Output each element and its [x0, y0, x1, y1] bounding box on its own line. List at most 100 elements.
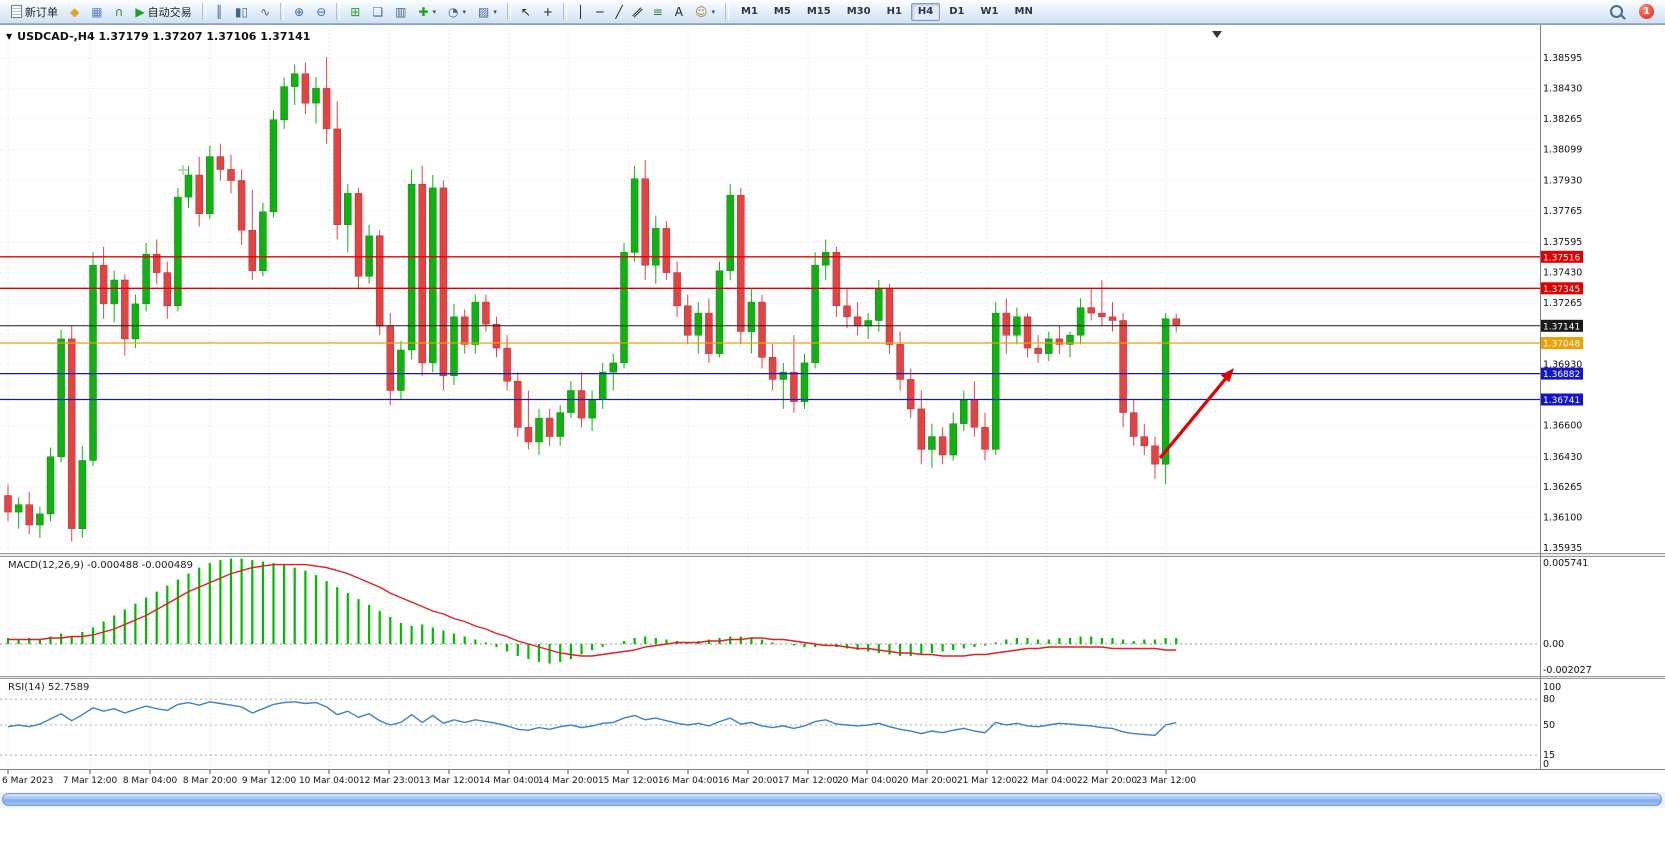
candle-body	[1034, 347, 1042, 354]
price-axis-label: 1.37265	[1543, 298, 1582, 309]
trend-arrow-head[interactable]	[1220, 368, 1234, 383]
price-axis-label: 1.37595	[1543, 237, 1582, 248]
symbol-dropdown-icon[interactable]: ▼	[6, 32, 13, 41]
notification-badge[interactable]: 1	[1639, 4, 1654, 19]
candle-body	[821, 252, 830, 266]
toolbar: 新订单 ◆ ▦ ∩ ▶ 自动交易 ║ ▮▯ ∿ ⊕ ⊖ ⊞ ❏ ▥ ✚ ▾ ◔ ▾ ▨ ▾ ↖ + │ ─ ╱ ∥ ≡ A ☺ ▾ M1 M5…	[0, 0, 1665, 24]
periods-button[interactable]: ◔ ▾	[443, 2, 471, 22]
timeframe-mn-button[interactable]: MN	[1008, 3, 1040, 21]
candle-body	[545, 417, 554, 437]
price-tag-label: 1.37048	[1543, 340, 1580, 350]
support-button[interactable]: ∩	[110, 2, 129, 22]
toolbar-separator	[201, 3, 206, 20]
toolbar-separator	[506, 3, 511, 20]
arrange-windows-button[interactable]: ▥	[390, 2, 411, 22]
chart-window-background	[0, 24, 1665, 810]
search-icon	[1610, 5, 1623, 18]
candle-body	[800, 362, 809, 402]
candle-body	[163, 272, 172, 307]
timeframe-m15-button[interactable]: M15	[800, 3, 838, 21]
candle-body	[131, 303, 140, 340]
cursor-button[interactable]: ↖	[516, 2, 536, 22]
candle-body	[779, 371, 788, 380]
bar-chart-mode-button[interactable]: ║	[211, 2, 228, 22]
new-order-button[interactable]: 新订单	[6, 2, 63, 22]
timeframe-h4-button[interactable]: H4	[910, 2, 941, 21]
candle-body	[1119, 320, 1127, 413]
caret-down-icon: ▾	[493, 7, 497, 16]
trendline-button[interactable]: ╱	[610, 2, 627, 22]
candle-body	[1108, 316, 1117, 321]
indicators-button[interactable]: ✚ ▾	[413, 2, 441, 22]
candle-body	[790, 371, 798, 402]
new-order-icon	[11, 5, 22, 18]
candle-body	[694, 312, 703, 336]
fibonacci-button[interactable]: ≡	[648, 2, 668, 22]
zoom-in-button[interactable]: ⊕	[289, 2, 309, 22]
chart-title-text: USDCAD-,H4 1.37179 1.37207 1.37106 1.371…	[17, 30, 311, 43]
zoom-out-button[interactable]: ⊖	[311, 2, 331, 22]
horizontal-scrollbar[interactable]	[0, 792, 1665, 808]
price-tag-label: 1.36741	[1543, 396, 1580, 406]
panel-separator[interactable]	[0, 676, 1665, 679]
time-axis-label: 20 Mar 20:00	[897, 776, 957, 786]
candlestick-mode-button[interactable]: ▮▯	[230, 2, 253, 22]
market-watch-button[interactable]: ◆	[65, 2, 84, 22]
current-price-tag	[1541, 319, 1583, 332]
time-axis-label: 20 Mar 04:00	[837, 776, 897, 786]
candle-body	[1076, 307, 1085, 336]
panel-separator[interactable]	[0, 553, 1665, 557]
candle-body	[853, 316, 862, 327]
candle-body	[471, 301, 480, 345]
arrows-button[interactable]: ☺ ▾	[690, 2, 720, 22]
toolbar-separator	[280, 3, 285, 20]
crosshair-button[interactable]: +	[538, 2, 558, 22]
price-axis-label: 1.37930	[1543, 176, 1582, 187]
scrollbar-thumb[interactable]	[2, 793, 1662, 806]
timeframe-d1-button[interactable]: D1	[942, 3, 971, 21]
templates-button[interactable]: ▨ ▾	[473, 2, 502, 22]
candle-body	[503, 347, 511, 382]
cascade-windows-button[interactable]: ❏	[367, 2, 388, 22]
candle-body	[248, 229, 257, 271]
cascade-windows-icon: ❏	[372, 4, 384, 19]
vertical-line-button[interactable]: │	[572, 2, 589, 22]
auto-trading-button[interactable]: ▶ 自动交易	[130, 2, 196, 22]
candle-body	[333, 128, 341, 225]
candle-body	[768, 357, 777, 380]
candle-body	[301, 73, 310, 104]
timeframe-w1-button[interactable]: W1	[974, 3, 1006, 21]
candle-body	[514, 381, 522, 428]
timeframe-m1-button[interactable]: M1	[734, 3, 765, 21]
candle-body	[991, 312, 1000, 450]
rsi-line	[7, 701, 1177, 737]
trendline-icon: ╱	[615, 4, 623, 19]
data-window-button[interactable]: ▦	[86, 2, 107, 22]
candle-body	[36, 513, 44, 526]
price-axis-label: 1.37765	[1543, 206, 1582, 217]
candle-body	[662, 228, 671, 273]
channel-button[interactable]: ∥	[630, 2, 646, 22]
text-button[interactable]: A	[670, 2, 688, 22]
candle-body	[1129, 412, 1138, 437]
trend-arrow-line[interactable]	[1158, 375, 1229, 460]
horizontal-line-button[interactable]: ─	[591, 2, 608, 22]
search-button[interactable]	[1605, 2, 1632, 22]
candle-body	[110, 279, 118, 305]
tile-windows-button[interactable]: ⊞	[345, 2, 365, 22]
timeframe-h1-button[interactable]: H1	[880, 3, 909, 21]
vertical-line-icon: │	[576, 4, 585, 19]
candle-body	[152, 253, 161, 273]
timeframe-m5-button[interactable]: M5	[767, 3, 798, 21]
time-axis-label: 8 Mar 20:00	[183, 776, 238, 786]
line-chart-mode-button[interactable]: ∿	[255, 2, 275, 22]
price-tag-label: 1.37345	[1543, 285, 1580, 295]
candle-body	[577, 390, 586, 419]
timeframe-m30-button[interactable]: M30	[840, 3, 878, 21]
caret-down-icon: ▾	[462, 7, 466, 16]
candle-body	[99, 264, 108, 305]
candle-body	[227, 169, 235, 181]
chart-title[interactable]: ▼ USDCAD-,H4 1.37179 1.37207 1.37106 1.3…	[6, 30, 310, 43]
